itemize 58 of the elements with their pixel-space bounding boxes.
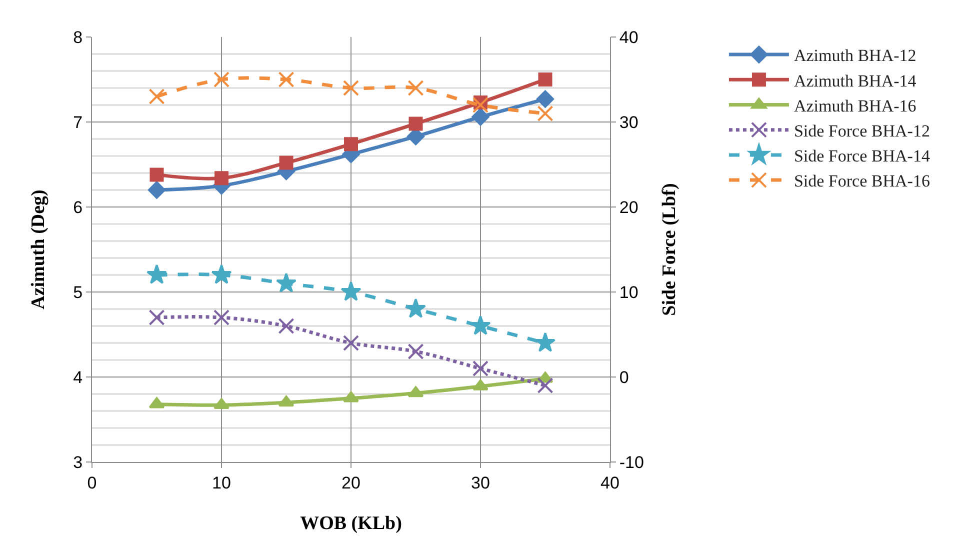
point xyxy=(278,72,294,88)
point xyxy=(278,318,294,334)
point xyxy=(408,80,424,96)
y2-tick-label: 20 xyxy=(619,198,638,217)
point xyxy=(343,80,359,96)
point xyxy=(150,168,164,182)
point xyxy=(148,181,166,199)
y2-tick-label: 40 xyxy=(619,28,638,47)
legend-label: Side Force BHA-12 xyxy=(794,121,930,140)
x-tick-label: 0 xyxy=(87,473,97,492)
y-tick-label: 5 xyxy=(73,282,83,302)
y-tick-label: 7 xyxy=(73,112,83,132)
y2-tick-label: -10 xyxy=(619,452,644,472)
legend-label: Azimuth BHA-14 xyxy=(794,71,917,90)
legend-label: Side Force BHA-16 xyxy=(794,172,930,191)
point xyxy=(538,72,552,86)
x-tick-label: 20 xyxy=(342,473,360,492)
point xyxy=(537,378,554,394)
point xyxy=(214,398,230,410)
x-tick-label: 40 xyxy=(600,473,620,492)
y2-axis-title: Side Force (Lbf) xyxy=(658,183,680,316)
y-axis-title: Azimuth (Deg) xyxy=(28,190,49,310)
point xyxy=(343,335,359,351)
point xyxy=(536,90,554,108)
legend-label: Azimuth BHA-12 xyxy=(794,46,916,66)
point xyxy=(146,264,168,284)
y2-tick-label: 10 xyxy=(619,282,638,302)
point xyxy=(470,315,491,335)
legend-label: Side Force BHA-14 xyxy=(794,146,930,166)
x-axis-title: WOB (KLb) xyxy=(300,513,402,534)
point xyxy=(276,272,297,292)
point xyxy=(148,88,165,104)
point xyxy=(343,391,359,402)
y-tick-label: 6 xyxy=(73,198,83,217)
point xyxy=(279,156,294,170)
y-tick-label: 3 xyxy=(73,452,83,472)
x-tick-label: 30 xyxy=(471,473,490,492)
y2-tick-label: 30 xyxy=(619,112,638,132)
point xyxy=(472,97,488,113)
point xyxy=(472,360,488,376)
point xyxy=(214,310,230,326)
y-tick-label: 4 xyxy=(73,368,83,387)
point xyxy=(340,281,362,301)
point xyxy=(148,310,165,326)
y-tick-label: 8 xyxy=(73,28,83,47)
point xyxy=(472,379,488,390)
point xyxy=(408,344,424,360)
point xyxy=(405,298,426,318)
point xyxy=(214,72,230,88)
point xyxy=(408,116,423,131)
point xyxy=(537,106,554,122)
legend-label: Azimuth BHA-16 xyxy=(794,96,916,116)
point xyxy=(472,108,490,126)
x-tick-label: 10 xyxy=(212,473,231,492)
point xyxy=(344,137,358,152)
y2-tick-label: 0 xyxy=(619,368,629,387)
point xyxy=(214,171,228,186)
point xyxy=(211,264,232,284)
